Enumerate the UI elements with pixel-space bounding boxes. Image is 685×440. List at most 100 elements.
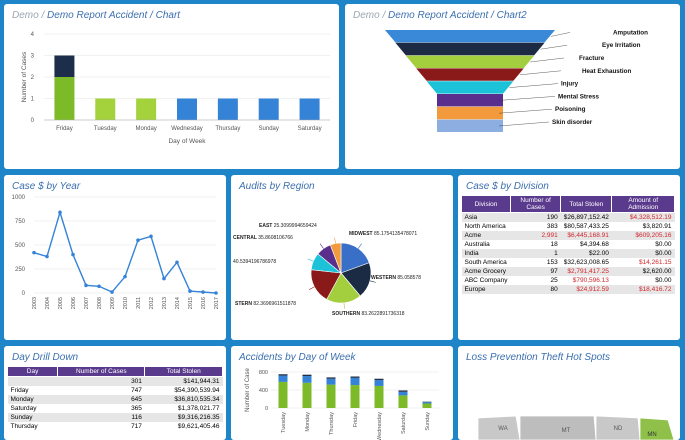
map-region-mt[interactable] — [520, 416, 596, 440]
table-cell: $9,621,405.46 — [145, 422, 223, 431]
data-point — [175, 260, 179, 264]
data-point — [188, 289, 192, 293]
x-tick-label: Friday — [56, 126, 73, 132]
map-label-mn: MN — [647, 432, 656, 438]
table-cell: $141,944.31 — [145, 377, 223, 387]
x-tick-label: 2014 — [175, 297, 181, 309]
column-header[interactable]: Total Stolen — [145, 367, 223, 377]
bar — [136, 99, 156, 121]
bar — [54, 77, 74, 120]
funnel-segment — [437, 107, 503, 119]
table-cell: 717 — [58, 422, 145, 431]
table-cell: ABC Company — [462, 276, 511, 285]
y-tick-label: 0 — [22, 291, 26, 297]
funnel-label: Eye Irritation — [602, 42, 641, 49]
funnel-label: Injury — [561, 81, 579, 88]
table-cell: Friday — [8, 386, 58, 395]
column-header[interactable]: Amount of Admission — [612, 196, 675, 213]
bar — [279, 382, 288, 408]
funnel-label: Amputation — [613, 29, 648, 36]
data-point — [149, 235, 153, 239]
pie-label: STERN 82.3696961511878 — [235, 301, 296, 307]
bar — [327, 385, 336, 408]
table-cell: $2,791,417.25 — [561, 267, 612, 276]
us-map[interactable]: WA MT ND MN — [458, 346, 680, 440]
table-cell: 80 — [511, 285, 561, 294]
table-cell — [8, 377, 58, 387]
data-point — [136, 238, 140, 242]
x-tick-label: 2012 — [149, 297, 155, 309]
table-cell: 645 — [58, 395, 145, 404]
x-tick-label: 2003 — [32, 297, 38, 309]
y-tick-label: 1000 — [12, 195, 26, 201]
table-cell: $4,328,512.19 — [612, 213, 675, 223]
table-cell: 301 — [58, 377, 145, 387]
table-cell: $6,445,168.91 — [561, 231, 612, 240]
funnel-segment — [427, 81, 514, 93]
x-tick-label: 2013 — [162, 297, 168, 309]
data-point — [84, 284, 88, 288]
column-header[interactable]: Number of Cases — [58, 367, 145, 377]
column-header[interactable]: Number of Cases — [511, 196, 561, 213]
table-cell: $3,820.91 — [612, 222, 675, 231]
x-tick-label: 2015 — [188, 297, 194, 309]
table-cell: 1 — [511, 249, 561, 258]
map-label-nd: ND — [614, 426, 623, 432]
x-tick-label: Tuesday — [281, 412, 287, 433]
table-cell: 2,991 — [511, 231, 561, 240]
x-tick-label: 2017 — [214, 297, 220, 309]
data-point — [110, 290, 114, 294]
x-tick-label: Saturday — [298, 126, 322, 132]
x-tick-label: 2007 — [84, 297, 90, 309]
bar — [303, 375, 312, 376]
panel-theft-hot-spots: Loss Prevention Theft Hot Spots WA MT ND… — [458, 346, 680, 440]
pie-leader — [358, 244, 361, 249]
column-header[interactable]: Day — [8, 367, 58, 377]
pie-leader — [308, 259, 314, 261]
funnel-leader — [520, 71, 561, 75]
data-point — [201, 290, 205, 294]
funnel-segment — [437, 120, 503, 132]
series-line — [34, 212, 216, 293]
table-cell: 383 — [511, 222, 561, 231]
table-cell: $22.00 — [561, 249, 612, 258]
column-header[interactable]: Total Stolen — [561, 196, 612, 213]
map-region-mn[interactable] — [640, 418, 674, 440]
data-point — [162, 277, 166, 281]
table-cell: 747 — [58, 386, 145, 395]
x-tick-label: 2008 — [97, 297, 103, 309]
y-tick-label: 0 — [265, 406, 268, 412]
column-header[interactable]: Division — [462, 196, 511, 213]
table-cell: $4,394.68 — [561, 240, 612, 249]
table-row[interactable]: 301$141,944.31 — [8, 377, 223, 387]
table-cell: North America — [462, 222, 511, 231]
bar — [351, 385, 360, 408]
table-cell: Australia — [462, 240, 511, 249]
x-tick-label: Wednesday — [171, 126, 203, 132]
